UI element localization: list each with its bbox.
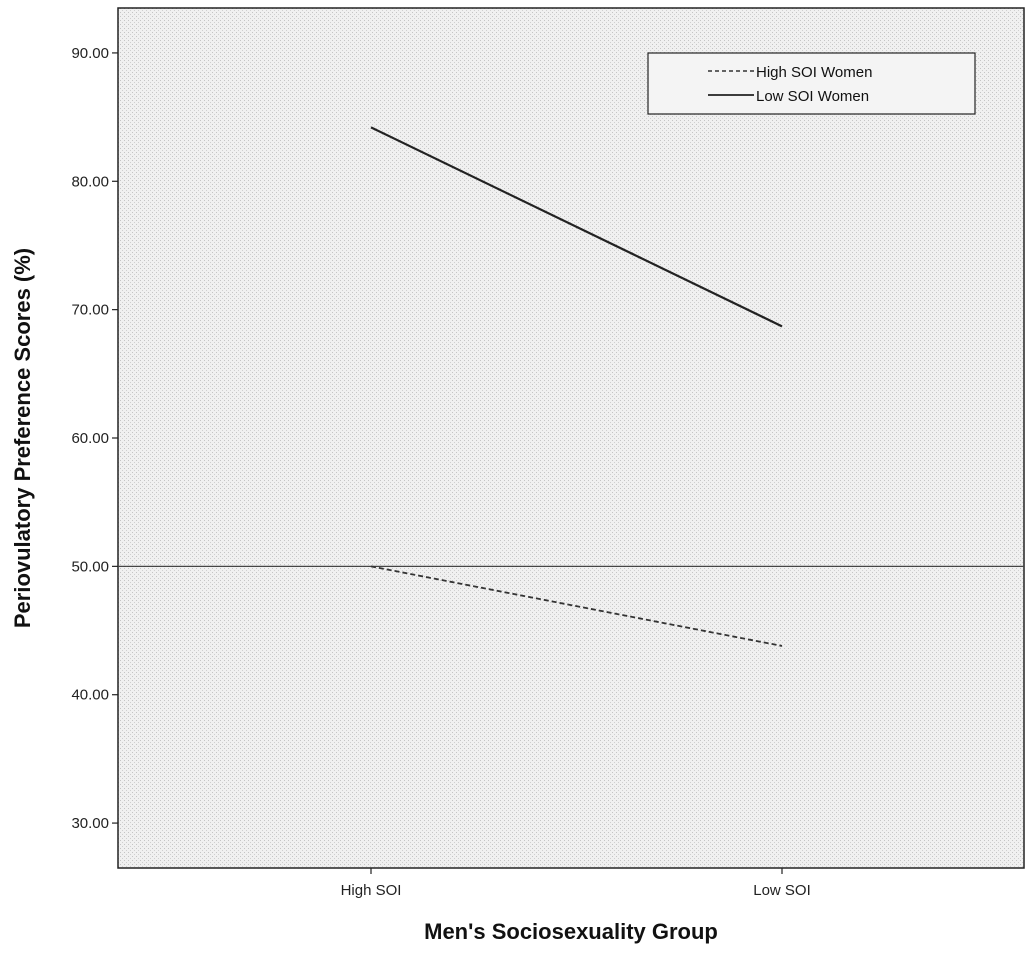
legend-label-low-soi-women: Low SOI Women [756,88,869,105]
y-tick-label-6: 90.00 [71,45,109,62]
y-tick-label-4: 70.00 [71,302,109,319]
y-tick-label-0: 30.00 [71,815,109,832]
legend-box [647,52,976,115]
legend-label-high-soi-women: High SOI Women [756,64,872,81]
y-tick-label-5: 80.00 [71,173,109,190]
series-line-low-soi-women [370,126,783,328]
y-tick-label-2: 50.00 [71,558,109,575]
x-axis-title: Men's Sociosexuality Group [424,919,718,944]
y-tick-label-1: 40.00 [71,687,109,704]
y-tick-label-3: 60.00 [71,430,109,447]
x-axis: High SOI Low SOI [341,868,811,899]
x-tick-label-1: Low SOI [753,882,811,899]
series-line-high-soi-women [370,565,783,647]
y-axis-title: Periovulatory Preference Scores (%) [10,248,35,628]
y-axis: 30.00 40.00 50.00 60.00 70.00 80.00 90.00 [71,45,118,832]
series-layer [370,126,783,647]
legend: High SOI Women Low SOI Women [647,52,976,115]
plot-area [117,7,1025,869]
x-tick-label-0: High SOI [341,882,402,899]
